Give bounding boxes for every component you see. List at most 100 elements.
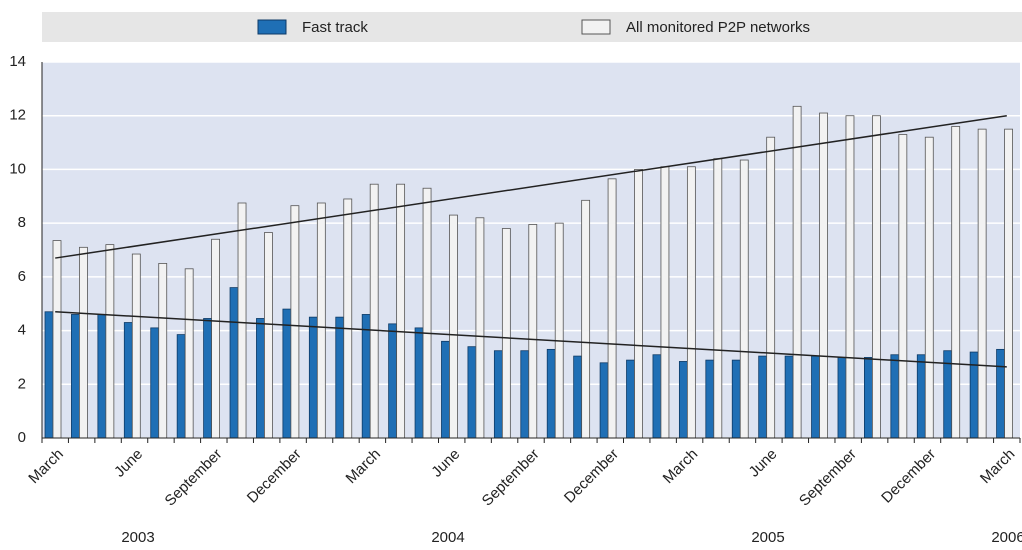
bar [44,311,54,439]
bar [123,322,133,439]
bar [731,359,741,439]
bar [996,348,1005,439]
y-tick-label: 0 [18,429,26,446]
x-tick-label: December [561,446,622,507]
bar [475,217,485,439]
bar [792,105,802,439]
legend-label: Fast track [302,19,368,36]
bar [105,244,115,439]
x-tick-label: September [479,446,543,510]
bar [282,308,292,439]
x-tick-label: June [111,446,146,481]
bar [626,359,635,439]
bar [916,354,926,439]
x-tick-label: December [878,446,939,507]
bar [414,327,424,439]
bar [652,354,662,439]
bar [1004,128,1013,439]
bar [890,354,900,439]
bar [71,314,80,439]
bar [176,334,186,439]
bar [211,238,220,439]
bar [158,263,168,439]
bar [686,166,696,439]
bar [864,357,873,439]
y-tick-label: 6 [18,268,26,285]
bar [977,128,987,439]
bar [739,159,749,439]
bar [581,199,591,439]
bar [546,348,556,439]
bar [837,357,847,439]
x-tick-label: March [977,446,1018,487]
bar [811,355,820,439]
year-label: 2004 [431,529,464,546]
bar [493,350,503,439]
bar [554,222,564,439]
bar [766,136,776,439]
x-tick-label: March [660,446,701,487]
bar [845,115,855,439]
bar [256,318,265,439]
bar [599,362,609,439]
bar [784,355,794,439]
bar [573,355,583,439]
bar [316,202,326,439]
bar [951,126,961,439]
bar [203,318,212,439]
bar [131,253,141,439]
bar [520,350,530,439]
y-tick-label: 10 [9,160,26,177]
bar [388,323,398,439]
year-label: 2006 [991,529,1022,546]
legend-band [42,12,1022,42]
bar [396,183,406,439]
legend-swatch [257,19,287,35]
bar [660,166,670,439]
x-tick-label: March [343,446,384,487]
bar [924,136,934,439]
bar [872,115,881,439]
year-label: 2003 [121,529,154,546]
bar [467,346,477,439]
bar [758,355,768,439]
bar [79,246,88,439]
bar [713,158,723,439]
bar [237,202,247,439]
y-tick-label: 2 [18,375,26,392]
bar [634,169,643,439]
trend-line [55,311,1007,368]
bar [97,314,107,439]
x-tick-label: March [25,446,66,487]
bar [607,178,617,439]
bar [441,340,450,439]
bar [229,287,239,439]
x-tick-label: December [244,446,305,507]
trend-line [55,114,1007,259]
bar [343,198,353,439]
bar [150,327,160,439]
x-tick-label: September [162,446,226,510]
bar [678,361,688,439]
bar [819,112,828,439]
bar [184,268,194,439]
x-tick-label: June [428,446,463,481]
bar [264,232,273,439]
bar [422,187,432,439]
x-tick-label: September [796,446,860,510]
bar [501,228,511,439]
bar [335,316,345,439]
legend-swatch [581,19,611,35]
y-tick-label: 14 [9,53,26,70]
bar [528,224,538,439]
bar [898,134,908,439]
year-label: 2005 [751,529,784,546]
bar [361,314,371,439]
bar [705,359,715,439]
y-tick-label: 4 [18,322,26,339]
x-tick-label: June [746,446,781,481]
bar [308,316,318,439]
bar [290,205,300,439]
bar [449,214,458,439]
